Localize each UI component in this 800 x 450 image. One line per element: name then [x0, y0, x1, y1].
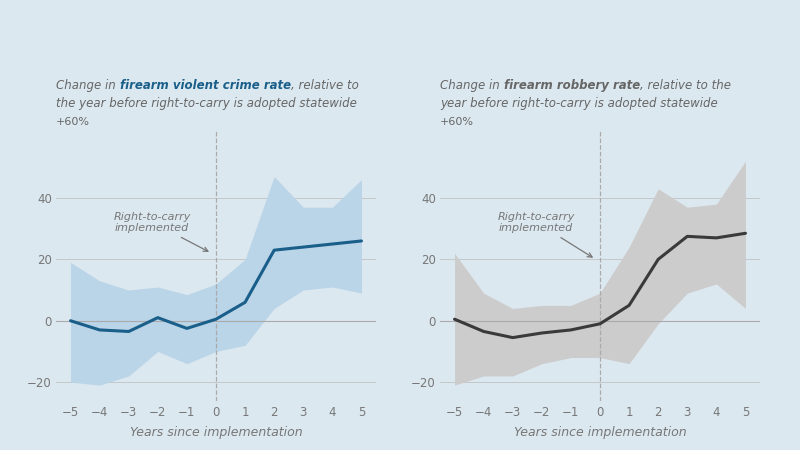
X-axis label: Years since implementation: Years since implementation [514, 426, 686, 439]
Text: Right-to-carry
implemented: Right-to-carry implemented [114, 212, 208, 251]
X-axis label: Years since implementation: Years since implementation [130, 426, 302, 439]
Text: Change in: Change in [440, 79, 503, 92]
Text: firearm robbery rate: firearm robbery rate [503, 79, 640, 92]
Text: year before right-to-carry is adopted statewide: year before right-to-carry is adopted st… [440, 97, 718, 110]
Text: , relative to: , relative to [290, 79, 358, 92]
Text: Change in: Change in [56, 79, 119, 92]
Text: +60%: +60% [440, 117, 474, 127]
Text: the year before right-to-carry is adopted statewide: the year before right-to-carry is adopte… [56, 97, 357, 110]
Text: , relative to the: , relative to the [640, 79, 730, 92]
Text: firearm violent crime rate: firearm violent crime rate [119, 79, 290, 92]
Text: Right-to-carry
implemented: Right-to-carry implemented [498, 212, 592, 257]
Text: +60%: +60% [56, 117, 90, 127]
